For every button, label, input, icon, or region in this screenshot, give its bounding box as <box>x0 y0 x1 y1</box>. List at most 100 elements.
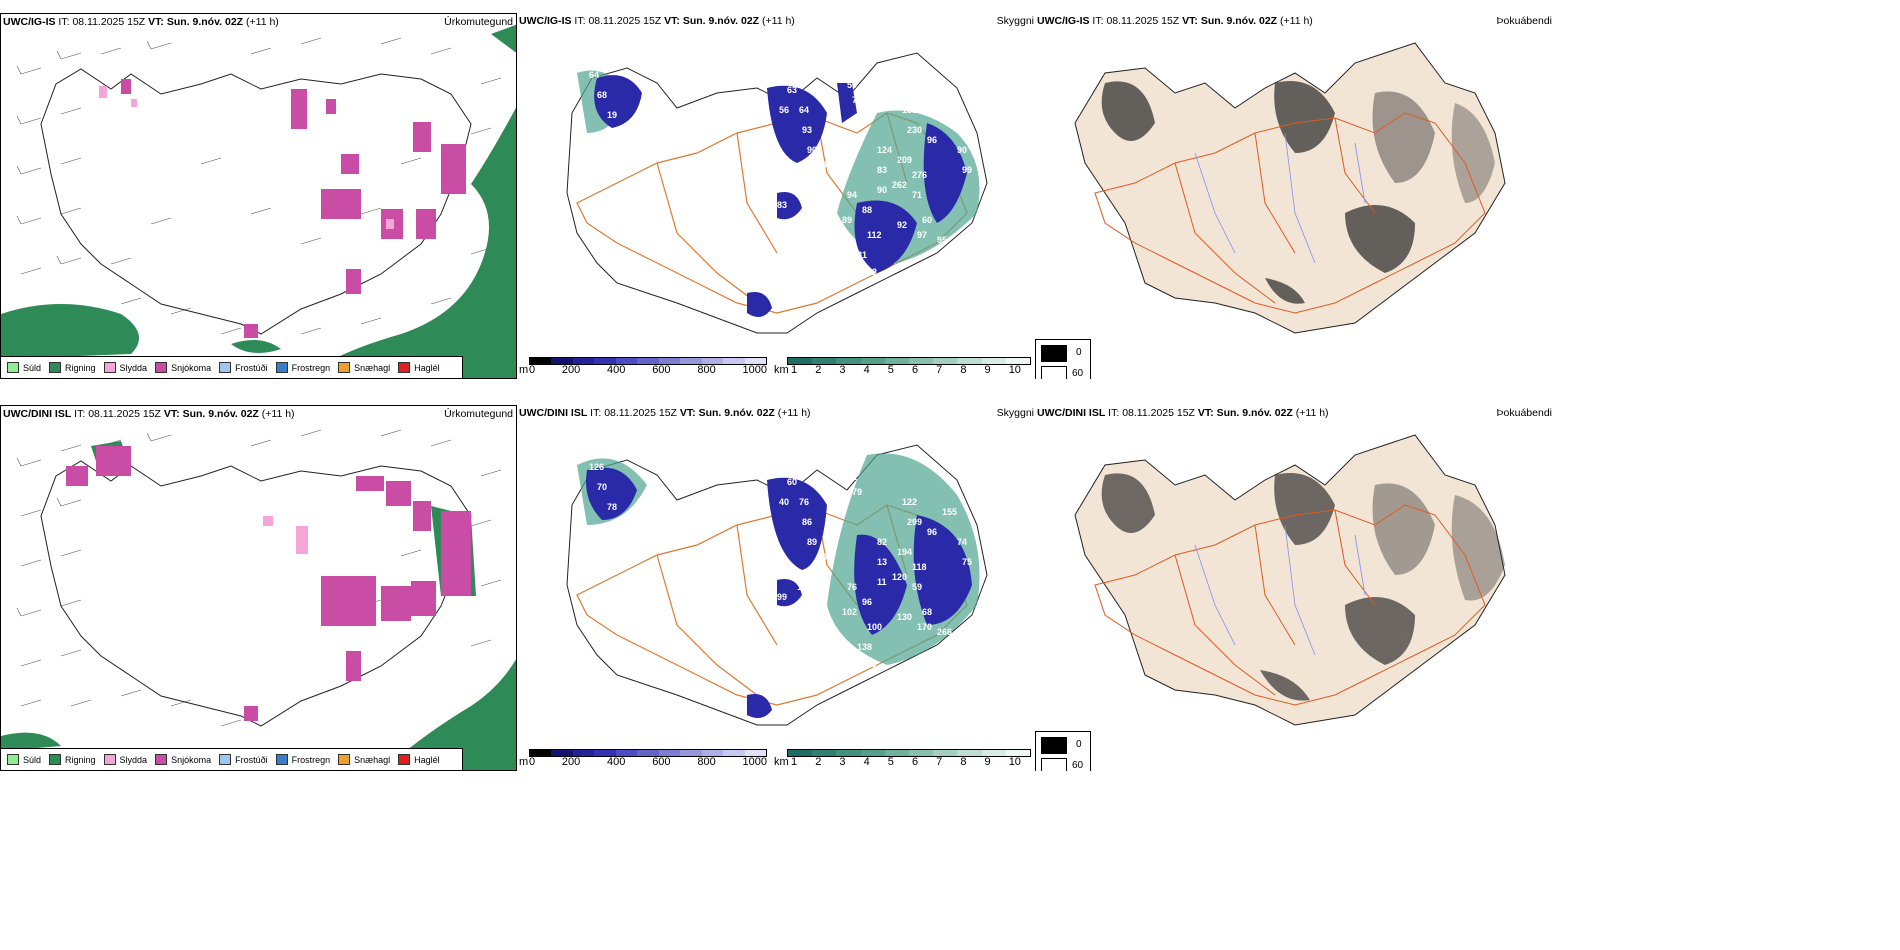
colorbar-segment <box>530 750 552 756</box>
colorbar-segment <box>637 750 659 756</box>
colorbar-tick: 7 <box>936 364 943 376</box>
cloudbase-value-label: 209 <box>897 155 912 165</box>
cloudbase-value-label: 83 <box>877 165 887 175</box>
colorbar-tick: 9 <box>984 364 991 376</box>
cloudbase-value-label: 122 <box>902 497 917 507</box>
precip-legend: Súld Rigning Slydda Snjókoma Frostúði Frostre… <box>1 356 463 378</box>
cloudbase-value-label: 97 <box>917 230 927 240</box>
fog-map <box>1074 42 1506 334</box>
legend-swatch <box>103 362 116 373</box>
colorbar-segment <box>909 358 934 364</box>
legend-swatch <box>7 754 19 765</box>
colorbar-tick: 1000 <box>742 756 767 768</box>
panel-header: UWC/IG-IS IT: 08.11.2025 15Z VT: Sun. 9.… <box>519 15 795 27</box>
legend-label: Frostúði <box>235 754 268 765</box>
legend-item: Haglél <box>398 362 440 373</box>
precip-type-panel-1: UWC/IG-IS IT: 08.11.2025 15Z VT: Sun. 9.… <box>0 13 517 379</box>
legend-item: Frostregn <box>275 754 331 765</box>
cloudbase-value-label: 99 <box>962 165 972 175</box>
legend-label: Frostregn <box>291 754 331 765</box>
colorbar-segment <box>594 358 616 364</box>
fog-areas <box>1101 81 1495 304</box>
cloudbase-value-label: 102 <box>862 267 877 277</box>
colorbar-segment <box>551 750 573 756</box>
cloudbase-value-label: 91 <box>847 472 857 482</box>
visibility-colorbar <box>787 357 1031 365</box>
snow-areas <box>66 446 471 721</box>
colorbar-segment <box>812 750 837 756</box>
cloudbase-value-label: 79 <box>852 487 862 497</box>
sleet-areas <box>263 516 308 554</box>
cloudbase-value-label: 118 <box>912 562 927 572</box>
legend-label: Frostúði <box>235 362 268 373</box>
colorbar-segment <box>1005 358 1031 364</box>
legend-label: Frostregn <box>291 362 331 373</box>
colorbar-tick: 200 <box>561 364 581 376</box>
cloudbase-value-label: 230 <box>907 125 922 135</box>
colorbar-tick: 1000 <box>742 364 767 376</box>
colorbar-tick: 10 <box>1008 364 1021 376</box>
legend-item: Haglél <box>398 754 440 765</box>
legend-swatch <box>275 362 288 373</box>
legend-item: Snæhagl <box>338 362 390 373</box>
legend-swatch <box>49 362 62 373</box>
colorbar-segment <box>860 358 885 364</box>
fog-panel-2: UWC/DINI ISL IT: 08.11.2025 15Z VT: Sun.… <box>1035 405 1555 771</box>
rain-area <box>1 24 516 378</box>
cloudbase-value-label: 100 <box>867 622 882 632</box>
fog-panel-1: UWC/IG-IS IT: 08.11.2025 15Z VT: Sun. 9.… <box>1035 13 1555 379</box>
colorbar-segment <box>981 750 1006 756</box>
cloudbase-value-label: 78 <box>607 502 617 512</box>
colorbar-segment <box>957 358 982 364</box>
legend-label: Slydda <box>119 754 148 765</box>
cloudbase-value-label: 126 <box>589 462 604 472</box>
cloudbase-value-label: 131 <box>862 659 877 669</box>
precip-legend: Súld Rigning Slydda Snjókoma Frostúði Frostre… <box>1 748 463 770</box>
cloudbase-value-label: 96 <box>862 597 872 607</box>
colorbar-segment <box>551 358 573 364</box>
cloudbase-panel-1: 64 68 19 60 63 56 64 93 90 59 75 89 83 85 94 88 89 112 81 1… <box>517 13 1035 379</box>
legend-label: Súld <box>23 754 42 765</box>
fog-legend-black <box>1041 345 1067 362</box>
colorbar-segment <box>933 358 958 364</box>
legend-item: Snjókoma <box>155 362 211 373</box>
fog-legend: 0 60 <box>1035 731 1091 771</box>
colorbar-tick: 600 <box>652 756 671 768</box>
legend-label: Rigning <box>65 362 96 373</box>
legend-item: Slydda <box>103 754 148 765</box>
cloudbase-value-label: 86 <box>802 517 812 527</box>
cloudbase-value-label: 13 <box>877 557 887 567</box>
cloudbase-value-label: 11 <box>877 577 887 587</box>
colorbar-tick: 2 <box>815 364 822 376</box>
roads <box>1094 112 1486 314</box>
cloudbase-value-label: 276 <box>912 170 927 180</box>
cloudbase-value-label: 89 <box>807 537 817 547</box>
legend-item: Frostúði <box>219 362 268 373</box>
cloudbase-value-label: 19 <box>607 110 617 120</box>
colorbar-segment <box>615 750 638 756</box>
colorbar-segment <box>680 358 702 364</box>
legend-item: Frostregn <box>275 362 331 373</box>
legend-item: Snjókoma <box>155 754 211 765</box>
cloudbase-value-label: 89 <box>842 215 852 225</box>
cloudbase-value-label: 40 <box>779 497 789 507</box>
colorbar-segment <box>957 750 982 756</box>
cloudbase-value-label: 105 <box>817 552 832 562</box>
colorbar-tick: 800 <box>697 364 716 376</box>
precip-map <box>1 24 516 378</box>
precip-map <box>1 429 516 770</box>
cloudbase-areas <box>594 75 967 317</box>
legend-item: Súld <box>7 754 41 765</box>
cloudbase-value-label: 131 <box>902 105 917 115</box>
cloudbase-value-label: 75 <box>852 95 862 105</box>
colorbar-tick: 10 <box>1008 756 1021 768</box>
colorbar-tick: 6 <box>911 364 919 376</box>
legend-label: Snjókoma <box>171 362 212 373</box>
legend-label: Haglél <box>414 754 440 765</box>
cloudbase-value-label: 71 <box>912 190 922 200</box>
snow-areas <box>121 79 466 338</box>
colorbar-segment <box>788 358 813 364</box>
legend-swatch <box>338 754 351 765</box>
